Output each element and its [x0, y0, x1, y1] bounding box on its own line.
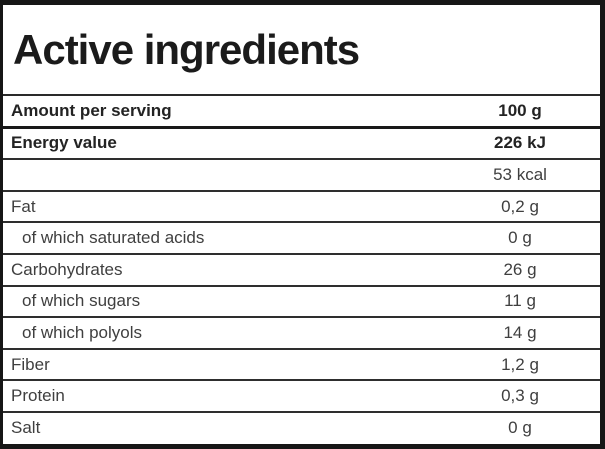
label-header: Active ingredients — [3, 5, 600, 96]
nutrient-value: 0 g — [508, 417, 532, 437]
nutrient-value: 53 kcal — [493, 164, 547, 184]
nutrient-value: 100 g — [498, 100, 542, 120]
table-row: 53 kcal — [3, 160, 600, 192]
table-row: Amount per serving 100 g — [3, 96, 600, 129]
nutrient-value: 0,2 g — [501, 196, 539, 216]
nutrient-value: 0,3 g — [501, 386, 539, 406]
table-row: of which polyols 14 g — [3, 318, 600, 350]
table-row: of which sugars 11 g — [3, 286, 600, 319]
nutrient-value: 0 g — [508, 228, 532, 248]
nutrition-table: Amount per serving 100 g Energy value 22… — [3, 96, 600, 443]
nutrient-value: 226 kJ — [494, 133, 546, 153]
nutrient-label: Carbohydrates — [11, 259, 123, 279]
nutrient-label: Fiber — [11, 354, 50, 374]
table-row: Fiber 1,2 g — [3, 349, 600, 382]
nutrient-label: of which saturated acids — [22, 228, 205, 248]
nutrient-label: Fat — [11, 196, 36, 216]
nutrient-label: Amount per serving — [11, 100, 172, 120]
table-row: Protein 0,3 g — [3, 381, 600, 413]
nutrient-label: Energy value — [11, 133, 117, 153]
nutrient-label: of which sugars — [22, 291, 141, 311]
nutrient-value: 11 g — [504, 291, 536, 311]
table-row: Salt 0 g — [3, 412, 600, 443]
table-row: of which saturated acids 0 g — [3, 223, 600, 255]
nutrient-label: of which polyols — [22, 322, 143, 342]
nutrient-label: Salt — [11, 417, 41, 437]
nutrient-label: Protein — [11, 386, 65, 406]
table-row: Carbohydrates 26 g — [3, 254, 600, 287]
nutrient-value: 14 g — [503, 322, 537, 342]
table-row: Fat 0,2 g — [3, 191, 600, 224]
table-row: Energy value 226 kJ — [3, 128, 600, 161]
nutrient-value: 1,2 g — [501, 354, 539, 374]
nutrient-value: 26 g — [503, 259, 537, 279]
page-title: Active ingredients — [13, 25, 360, 73]
